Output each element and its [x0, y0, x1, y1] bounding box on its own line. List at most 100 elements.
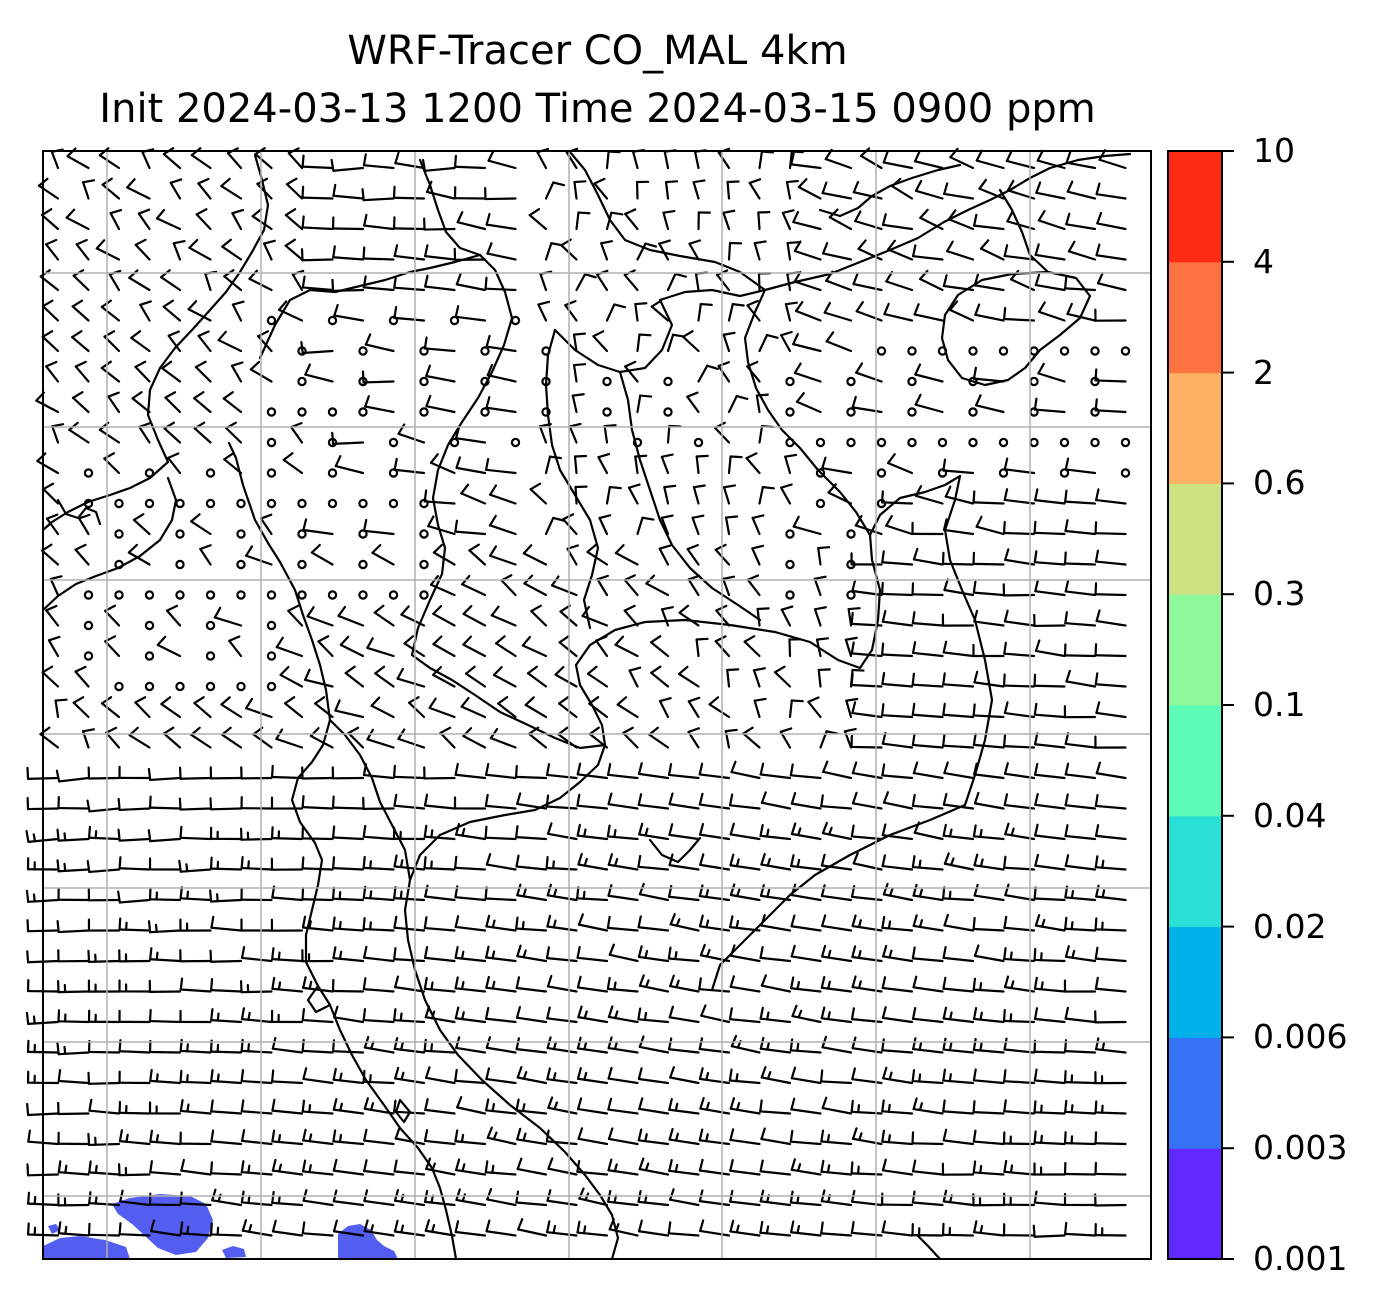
wind-barb — [820, 1221, 853, 1237]
tracer-plume — [43, 1236, 130, 1259]
wind-barb — [213, 606, 243, 627]
wind-barb — [1094, 1222, 1127, 1237]
wind-barb — [700, 1004, 731, 1024]
wind-barb — [948, 300, 975, 322]
wind-barb — [820, 1159, 853, 1176]
wind-barb — [636, 333, 652, 353]
wind-barb — [695, 454, 709, 475]
wind-barb — [301, 1159, 334, 1176]
colorbar-tick-label: 0.003 — [1253, 1128, 1348, 1168]
calm-wind-marker — [449, 315, 460, 326]
wind-barb — [790, 822, 822, 841]
wind-barb — [546, 822, 578, 841]
wind-barb — [210, 1069, 243, 1085]
wind-barb — [637, 1067, 670, 1085]
wind-barb — [663, 484, 677, 505]
wind-barb — [485, 945, 517, 963]
wind-barb — [914, 179, 944, 200]
wind-barb — [571, 393, 585, 414]
wind-barb — [974, 394, 1005, 414]
calm-wind-marker — [205, 620, 216, 631]
wind-barb — [1064, 1221, 1097, 1237]
calm-wind-marker — [419, 559, 429, 570]
wind-barb — [245, 545, 273, 566]
wind-barb — [393, 854, 426, 871]
wind-barb — [86, 799, 121, 813]
calm-wind-marker — [480, 346, 490, 356]
wind-barb — [575, 273, 597, 292]
wind-barb — [1065, 212, 1097, 231]
wind-barb — [666, 333, 686, 353]
wind-barb — [423, 945, 456, 963]
wind-barb — [578, 1187, 609, 1207]
wind-barb — [392, 185, 426, 200]
wind-barb — [1094, 823, 1127, 841]
wind-barb — [210, 978, 243, 993]
wind-barb — [944, 485, 975, 505]
calm-wind-marker — [175, 559, 185, 570]
wind-barb — [302, 1067, 334, 1085]
wind-barb — [485, 396, 517, 414]
tracer-plume — [48, 1224, 60, 1234]
wind-barb — [362, 977, 395, 993]
wind-barb — [301, 766, 334, 780]
wind-barb — [1034, 913, 1066, 932]
wind-barb — [1002, 1223, 1036, 1237]
map-frame — [42, 150, 1152, 1260]
wind-barb — [179, 1221, 212, 1237]
wind-barb — [240, 1190, 273, 1207]
wind-barb — [271, 1219, 304, 1237]
wind-barb — [271, 1158, 304, 1176]
wind-barb — [393, 1037, 426, 1054]
calm-wind-marker — [266, 498, 277, 509]
wind-barb — [557, 726, 578, 749]
wind-barb — [1033, 1007, 1066, 1024]
wind-barb — [1033, 947, 1066, 963]
wind-barb — [517, 1218, 548, 1237]
wind-barb — [729, 944, 761, 963]
wind-barb — [773, 665, 792, 688]
colorbar-block — [1168, 926, 1222, 1038]
wind-barb — [362, 1008, 395, 1024]
wind-barb — [790, 854, 822, 871]
calm-wind-marker — [876, 437, 887, 448]
wind-barb — [638, 882, 670, 902]
wind-barb — [1003, 762, 1036, 780]
wind-barb — [1033, 1130, 1066, 1146]
calm-wind-marker — [266, 681, 277, 692]
wind-barb — [942, 518, 975, 536]
wind-barb — [699, 853, 731, 871]
wind-barb — [149, 1219, 182, 1237]
wind-barb — [699, 1219, 731, 1237]
wind-barb — [1095, 182, 1127, 200]
wind-barb — [1064, 732, 1097, 749]
wind-barb — [1033, 550, 1066, 566]
border — [568, 150, 767, 292]
colorbar-block — [1168, 1037, 1222, 1149]
wind-barb — [793, 240, 822, 261]
wind-barb — [271, 1069, 304, 1085]
wind-barb — [717, 361, 731, 383]
wind-barb — [270, 918, 304, 932]
wind-barb — [497, 696, 517, 719]
wind-barb — [581, 605, 609, 627]
wind-barb — [331, 216, 365, 231]
wind-barb — [576, 823, 609, 841]
wind-barb — [456, 211, 487, 231]
wind-barb — [724, 515, 739, 536]
wind-barb — [118, 979, 151, 993]
wind-barb — [942, 274, 975, 292]
calm-wind-marker — [785, 529, 795, 539]
wind-barb — [263, 239, 276, 261]
wind-barb — [637, 1128, 670, 1146]
wind-barb — [245, 697, 273, 719]
calm-wind-marker — [663, 376, 673, 387]
wind-barb — [751, 544, 765, 566]
wind-barb — [178, 859, 212, 873]
wind-barb — [516, 1066, 548, 1085]
wind-barb — [882, 882, 914, 902]
wind-barb — [946, 240, 975, 261]
wind-barb — [1067, 240, 1097, 261]
calm-wind-marker — [266, 315, 277, 326]
wind-barb — [973, 213, 1005, 231]
